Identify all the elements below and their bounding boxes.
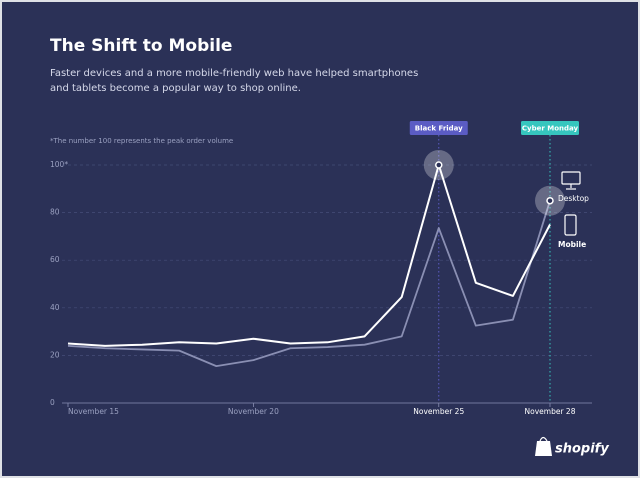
- annotation-label: Cyber Monday: [522, 125, 579, 133]
- x-tick-label: November 25: [413, 407, 464, 416]
- subtitle: Faster devices and a more mobile-friendl…: [50, 68, 418, 79]
- y-tick-label: 80: [50, 208, 60, 217]
- highlight-point: [546, 196, 554, 205]
- note: *The number 100 represents the peak orde…: [50, 137, 233, 145]
- legend-mobile: Mobile: [558, 240, 586, 249]
- y-tick-label: 20: [50, 350, 60, 359]
- desktop-icon: [561, 171, 581, 190]
- annotation-badge: [409, 121, 468, 135]
- y-tick-label: 100*: [50, 160, 68, 169]
- x-tick-label: November 28: [525, 407, 576, 416]
- x-tick-label: November 15: [68, 407, 119, 416]
- x-tick-label: November 20: [228, 407, 279, 416]
- brand-logo: [535, 436, 552, 456]
- brand: shopify: [555, 442, 609, 457]
- mobile-icon: [564, 214, 577, 236]
- highlight-point: [435, 161, 443, 169]
- series-line: [67, 200, 551, 368]
- annotation-label: Black Friday: [415, 125, 463, 133]
- annotation-badge: [521, 121, 579, 135]
- series-line: [67, 164, 551, 347]
- chart-title: The Shift to Mobile: [50, 36, 232, 56]
- legend-desktop: Desktop: [558, 194, 589, 203]
- y-tick-label: 60: [50, 255, 60, 264]
- y-tick-label: 40: [50, 303, 60, 312]
- subtitle: and tablets become a popular way to shop…: [50, 83, 301, 94]
- y-tick-label: 0: [50, 398, 55, 407]
